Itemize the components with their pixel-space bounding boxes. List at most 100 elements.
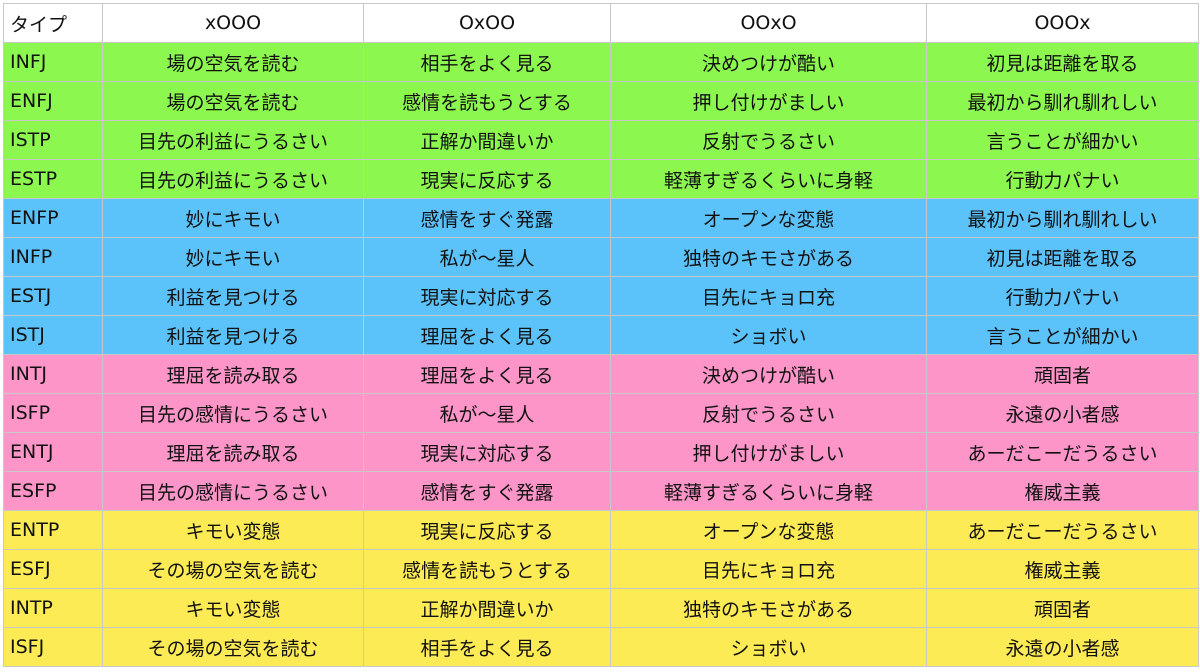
table-row: ESFP 目先の感情にうるさい 感情をすぐ発露 軽薄すぎるくらいに身軽 権威主義 [3, 471, 1199, 511]
table-cell: 目先の利益にうるさい [102, 159, 364, 199]
table-cell: 理屈をよく見る [363, 354, 611, 394]
mbti-table: タイプ xOOO OxOO OOxO OOOx INFJ 場の空気を読む 相手をよく… [3, 3, 1199, 667]
table-cell: 現実に対応する [363, 276, 611, 316]
table-cell: 押し付けがましい [610, 81, 927, 121]
type-cell: ENFJ [3, 81, 103, 121]
table-cell: その場の空気を読む [102, 549, 364, 589]
table-row: ISTP 目先の利益にうるさい 正解か間違いか 反射でうるさい 言うことが細かい [3, 120, 1199, 160]
table-cell: 現実に反応する [363, 510, 611, 550]
type-cell: ENFP [3, 198, 103, 238]
table-cell: 頑固者 [926, 354, 1199, 394]
table-cell: あーだこーだうるさい [926, 432, 1199, 472]
table-row: ISFP 目先の感情にうるさい 私が〜星人 反射でうるさい 永遠の小者感 [3, 393, 1199, 433]
table-cell: 永遠の小者感 [926, 393, 1199, 433]
type-cell: INFP [3, 237, 103, 277]
table-cell: 理屈を読み取る [102, 432, 364, 472]
table-cell: 独特のキモさがある [610, 237, 927, 277]
header-col-1: xOOO [102, 3, 364, 43]
table-row: ISTJ 利益を見つける 理屈をよく見る ショボい 言うことが細かい [3, 315, 1199, 355]
table-cell: 軽薄すぎるくらいに身軽 [610, 159, 927, 199]
table-cell: 理屈をよく見る [363, 315, 611, 355]
table-cell: 利益を見つける [102, 276, 364, 316]
table-cell: キモい変態 [102, 588, 364, 628]
table-row: ESTP 目先の利益にうるさい 現実に反応する 軽薄すぎるくらいに身軽 行動力パナい [3, 159, 1199, 199]
table-cell: 軽薄すぎるくらいに身軽 [610, 471, 927, 511]
table-cell: ショボい [610, 315, 927, 355]
table-cell: 利益を見つける [102, 315, 364, 355]
table-cell: 決めつけが酷い [610, 354, 927, 394]
table-row: ESFJ その場の空気を読む 感情を読もうとする 目先にキョロ充 権威主義 [3, 549, 1199, 589]
table-cell: その場の空気を読む [102, 627, 364, 667]
table-cell: 感情をすぐ発露 [363, 198, 611, 238]
table-cell: 感情をすぐ発露 [363, 471, 611, 511]
table-cell: 権威主義 [926, 471, 1199, 511]
table-cell: 言うことが細かい [926, 120, 1199, 160]
table-cell: キモい変態 [102, 510, 364, 550]
table-cell: ショボい [610, 627, 927, 667]
table-cell: 行動力パナい [926, 276, 1199, 316]
table-cell: 初見は距離を取る [926, 237, 1199, 277]
header-col-2: OxOO [363, 3, 611, 43]
table-row: ENFP 妙にキモい 感情をすぐ発露 オープンな変態 最初から馴れ馴れしい [3, 198, 1199, 238]
table-cell: 私が〜星人 [363, 393, 611, 433]
table-cell: 反射でうるさい [610, 393, 927, 433]
table-cell: 反射でうるさい [610, 120, 927, 160]
type-cell: ISFP [3, 393, 103, 433]
table-cell: 権威主義 [926, 549, 1199, 589]
table-cell: 目先の感情にうるさい [102, 471, 364, 511]
table-cell: 押し付けがましい [610, 432, 927, 472]
table-cell: 言うことが細かい [926, 315, 1199, 355]
table-row: ENFJ 場の空気を読む 感情を読もうとする 押し付けがましい 最初から馴れ馴れしい [3, 81, 1199, 121]
header-col-3: OOxO [610, 3, 927, 43]
table-cell: 正解か間違いか [363, 120, 611, 160]
type-cell: ESFJ [3, 549, 103, 589]
table-row: ESTJ 利益を見つける 現実に対応する 目先にキョロ充 行動力パナい [3, 276, 1199, 316]
table-row: ENTJ 理屈を読み取る 現実に対応する 押し付けがましい あーだこーだうるさい [3, 432, 1199, 472]
type-cell: ISTP [3, 120, 103, 160]
table-cell: 目先にキョロ充 [610, 276, 927, 316]
table-row: ISFJ その場の空気を読む 相手をよく見る ショボい 永遠の小者感 [3, 627, 1199, 667]
header-type: タイプ [3, 3, 103, 43]
table-cell: 私が〜星人 [363, 237, 611, 277]
table-cell: 決めつけが酷い [610, 42, 927, 82]
type-cell: INTJ [3, 354, 103, 394]
header-col-4: OOOx [926, 3, 1199, 43]
table-cell: 現実に反応する [363, 159, 611, 199]
table-cell: 行動力パナい [926, 159, 1199, 199]
table-cell: 頑固者 [926, 588, 1199, 628]
table-cell: オープンな変態 [610, 510, 927, 550]
table-cell: 永遠の小者感 [926, 627, 1199, 667]
table-cell: 感情を読もうとする [363, 549, 611, 589]
type-cell: ISFJ [3, 627, 103, 667]
table-cell: 妙にキモい [102, 237, 364, 277]
header-row: タイプ xOOO OxOO OOxO OOOx [3, 3, 1199, 43]
type-cell: ESTP [3, 159, 103, 199]
table-cell: 独特のキモさがある [610, 588, 927, 628]
table-row: INTP キモい変態 正解か間違いか 独特のキモさがある 頑固者 [3, 588, 1199, 628]
table-cell: 目先にキョロ充 [610, 549, 927, 589]
table-row: ENTP キモい変態 現実に反応する オープンな変態 あーだこーだうるさい [3, 510, 1199, 550]
table-row: INFP 妙にキモい 私が〜星人 独特のキモさがある 初見は距離を取る [3, 237, 1199, 277]
table-cell: あーだこーだうるさい [926, 510, 1199, 550]
table-cell: 現実に対応する [363, 432, 611, 472]
table-cell: オープンな変態 [610, 198, 927, 238]
table-cell: 場の空気を読む [102, 42, 364, 82]
table-cell: 理屈を読み取る [102, 354, 364, 394]
type-cell: ENTP [3, 510, 103, 550]
table-cell: 相手をよく見る [363, 627, 611, 667]
table-cell: 目先の利益にうるさい [102, 120, 364, 160]
table-cell: 正解か間違いか [363, 588, 611, 628]
table-cell: 相手をよく見る [363, 42, 611, 82]
table-cell: 目先の感情にうるさい [102, 393, 364, 433]
table-cell: 最初から馴れ馴れしい [926, 198, 1199, 238]
table-row: INTJ 理屈を読み取る 理屈をよく見る 決めつけが酷い 頑固者 [3, 354, 1199, 394]
type-cell: INTP [3, 588, 103, 628]
type-cell: ESFP [3, 471, 103, 511]
table-cell: 感情を読もうとする [363, 81, 611, 121]
table-cell: 初見は距離を取る [926, 42, 1199, 82]
type-cell: ESTJ [3, 276, 103, 316]
table-cell: 最初から馴れ馴れしい [926, 81, 1199, 121]
type-cell: INFJ [3, 42, 103, 82]
table-row: INFJ 場の空気を読む 相手をよく見る 決めつけが酷い 初見は距離を取る [3, 42, 1199, 82]
table-cell: 場の空気を読む [102, 81, 364, 121]
